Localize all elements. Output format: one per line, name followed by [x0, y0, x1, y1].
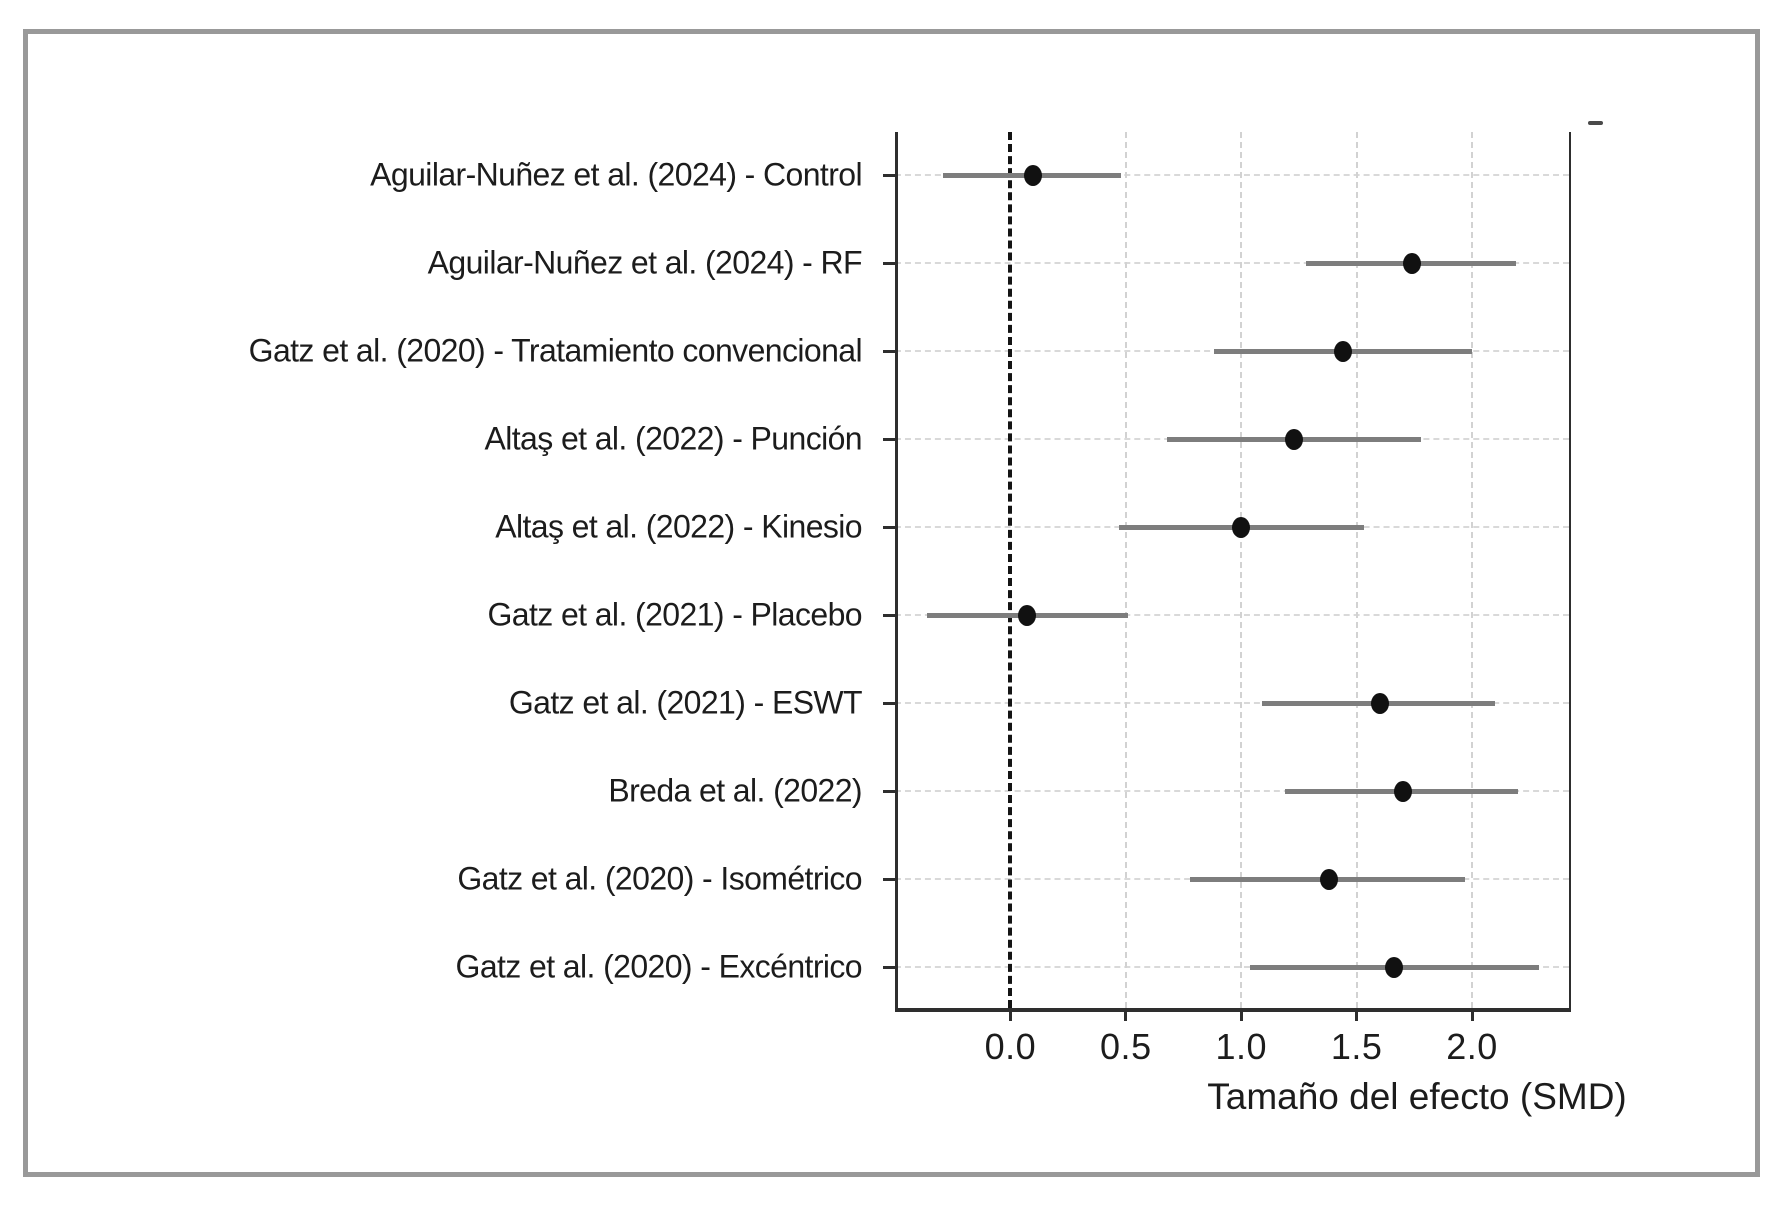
x-gridline — [1240, 132, 1243, 1008]
y-axis-tick — [883, 701, 895, 705]
x-gridline — [1124, 132, 1127, 1008]
row-gridline — [895, 174, 1569, 176]
y-axis-tick — [883, 173, 895, 177]
y-axis-tick — [883, 437, 895, 441]
stray-mark — [1588, 121, 1603, 125]
study-label: Gatz et al. (2020) - Isométrico — [457, 860, 862, 897]
y-axis-tick — [883, 613, 895, 617]
row-gridline — [895, 790, 1569, 792]
point-estimate — [1232, 516, 1251, 538]
x-axis-tick — [1355, 1008, 1359, 1021]
x-axis-tick — [1470, 1008, 1474, 1021]
y-axis-tick — [883, 349, 895, 353]
x-tick-label: 2.0 — [1446, 1026, 1498, 1067]
x-axis-bottom-spine — [895, 1008, 1571, 1012]
y-axis-left-spine — [895, 132, 898, 1008]
point-estimate — [1024, 164, 1043, 186]
row-gridline — [895, 702, 1569, 704]
y-axis-tick — [883, 261, 895, 265]
x-tick-label: 1.5 — [1330, 1026, 1383, 1067]
y-axis-right-spine — [1569, 132, 1571, 1008]
row-gridline — [895, 966, 1569, 968]
x-axis-tick — [1008, 1008, 1012, 1021]
x-axis-tick — [1124, 1008, 1128, 1021]
x-gridline — [1355, 132, 1358, 1008]
study-label: Aguilar-Nuñez et al. (2024) - RF — [427, 244, 863, 281]
point-estimate — [1384, 956, 1403, 978]
x-axis-title: Tamaño del efecto (SMD) — [1207, 1076, 1627, 1117]
y-axis-tick — [883, 965, 895, 969]
row-gridline — [895, 614, 1569, 616]
point-estimate — [1333, 340, 1352, 362]
point-estimate — [1403, 252, 1422, 274]
study-label: Gatz et al. (2021) - ESWT — [508, 684, 863, 721]
point-estimate — [1370, 692, 1389, 714]
study-label: Altaş et al. (2022) - Punción — [484, 420, 863, 457]
study-label: Altaş et al. (2022) - Kinesio — [495, 508, 862, 545]
study-label: Gatz et al. (2020) - Excéntrico — [455, 948, 863, 985]
study-label: Gatz et al. (2021) - Placebo — [487, 596, 862, 633]
point-estimate — [1285, 428, 1304, 450]
row-gridline — [895, 262, 1569, 264]
study-label: Gatz et al. (2020) - Tratamiento convenc… — [248, 332, 863, 369]
point-estimate — [1319, 868, 1338, 890]
x-axis-tick — [1239, 1008, 1243, 1021]
zero-reference-line — [1008, 132, 1013, 1008]
y-axis-tick — [883, 877, 895, 881]
point-estimate — [1017, 604, 1036, 626]
x-tick-label: 0.5 — [1100, 1026, 1152, 1067]
y-axis-tick — [883, 789, 895, 793]
figure-frame — [23, 29, 1760, 1177]
x-tick-label: 0.0 — [984, 1026, 1037, 1067]
study-label: Aguilar-Nuñez et al. (2024) - Control — [370, 156, 862, 193]
y-axis-tick — [883, 525, 895, 529]
point-estimate — [1393, 780, 1412, 802]
study-label: Breda et al. (2022) — [608, 772, 862, 809]
x-tick-label: 1.0 — [1215, 1026, 1267, 1067]
x-gridline — [1471, 132, 1474, 1008]
